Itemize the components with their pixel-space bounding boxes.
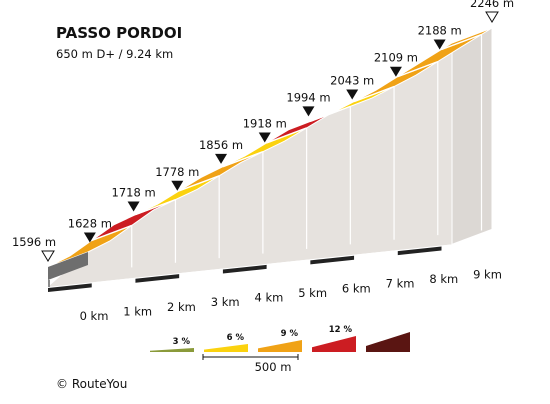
marker-triangle (258, 132, 271, 143)
segment-separator (135, 198, 176, 216)
elevation-label: 1628 m (68, 216, 112, 230)
base-scale-dash (135, 274, 180, 283)
scale-label: 500 m (255, 360, 292, 374)
elevation-label: 2043 m (330, 73, 374, 87)
km-label: 5 km (298, 286, 327, 300)
segment-separator (178, 175, 220, 192)
elevation-label: 2246 m (470, 0, 514, 10)
start-block (48, 252, 88, 280)
chart-title: PASSO PORDOI (56, 24, 182, 42)
start-block-edge (48, 280, 50, 287)
profile-end-wall (451, 27, 493, 246)
legend-swatch (204, 344, 248, 352)
legend-swatch (258, 340, 302, 352)
elevation-label: 1994 m (286, 90, 330, 104)
profile-group (47, 27, 493, 292)
elevation-label: 2188 m (418, 23, 462, 37)
marker-triangle (215, 153, 228, 164)
legend-label: 3 % (173, 337, 191, 347)
km-label: 2 km (167, 300, 196, 314)
credit-text: © RouteYou (56, 377, 127, 391)
legend-swatch (366, 332, 410, 352)
km-label: 8 km (429, 272, 458, 286)
profile-inner-wall (48, 28, 492, 287)
base-scale-dash (222, 264, 267, 274)
open-marker-triangle (485, 11, 499, 23)
km-label: 1 km (123, 304, 152, 318)
elevation-label: 1596 m (12, 235, 56, 249)
segment-separator (310, 105, 351, 123)
chart-subtitle: 650 m D+ / 9.24 km (56, 47, 173, 61)
km-label: 3 km (211, 295, 240, 309)
base-scale-dash (397, 246, 442, 256)
km-label: 7 km (386, 277, 415, 291)
km-label: 4 km (254, 291, 283, 305)
segment-separator (397, 60, 439, 78)
elevation-label: 1778 m (155, 165, 199, 179)
marker-triangle (433, 39, 446, 50)
gradient-legend: 3 % 6 % 9 % 12 % (150, 325, 410, 360)
marker-triangle (83, 232, 96, 243)
segment-separator (266, 127, 307, 144)
segment-separator (91, 224, 132, 242)
marker-triangle (389, 66, 402, 77)
elevation-label: 1856 m (199, 138, 243, 152)
marker-triangle (302, 106, 315, 117)
elevation-label: 2109 m (374, 51, 418, 65)
km-label: 6 km (342, 281, 371, 295)
base-scale-dash (310, 255, 355, 265)
marker-triangle (346, 89, 359, 100)
km-label: 0 km (80, 309, 109, 323)
segment-separator (353, 85, 395, 103)
legend-label: 6 % (227, 333, 245, 343)
open-marker-triangle (41, 250, 55, 262)
km-label: 9 km (473, 267, 502, 281)
marker-triangle (171, 180, 184, 191)
km-labels: 0 km 1 km 2 km 3 km 4 km 5 km 6 km 7 km 8 km 9 km (80, 267, 502, 323)
segment-separator (222, 151, 264, 168)
segment-separator (441, 33, 482, 51)
legend-label: 9 % (281, 329, 299, 339)
legend-swatch (312, 336, 356, 352)
elevation-label: 1718 m (112, 185, 156, 199)
legend-label: 12 % (329, 325, 353, 335)
marker-triangle (127, 201, 140, 212)
base-scale-dash (48, 283, 92, 292)
legend-swatch (150, 348, 194, 352)
elevation-label: 1918 m (243, 117, 287, 131)
